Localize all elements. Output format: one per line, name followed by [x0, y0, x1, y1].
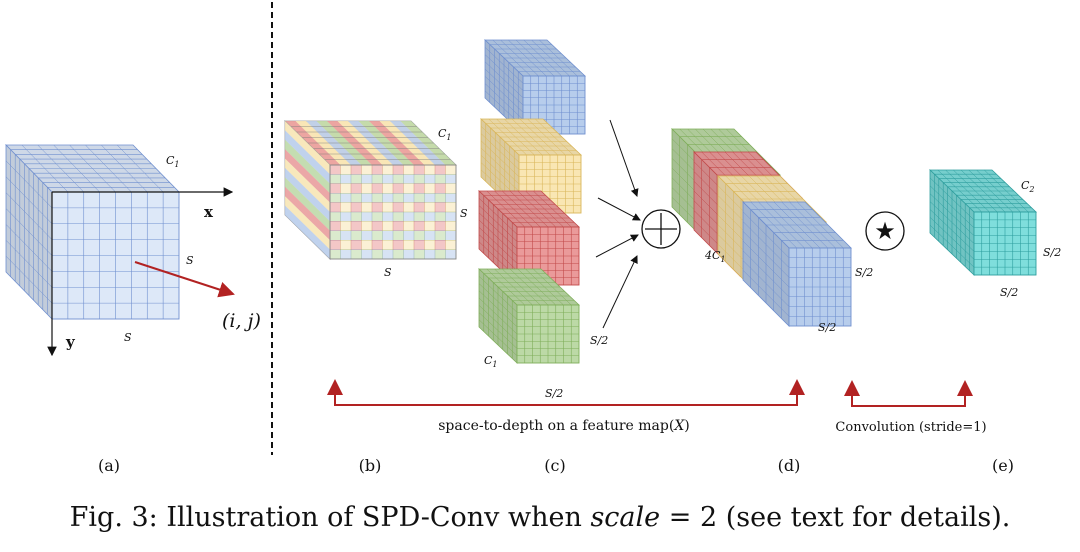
sub-feature-map-blue — [483, 39, 587, 135]
conv-operator-star: ★ — [874, 217, 896, 245]
figure-caption: Fig. 3: Illustration of SPD-Conv when sc… — [69, 502, 1011, 533]
panel-a-channel-label: C1 — [166, 154, 180, 169]
panel-b-height-label: S — [460, 207, 468, 220]
pixel-position-arrow — [134, 261, 235, 298]
x-axis-label: x — [204, 203, 214, 221]
striped-feature-map-cube — [284, 120, 457, 260]
panel-label-d: (d) — [778, 456, 801, 475]
panel-a-height-label: S — [186, 254, 194, 267]
panel-b-width-label: S — [384, 266, 392, 279]
y-axis-label: y — [65, 333, 76, 351]
panel-b-channel-label: C1 — [438, 127, 452, 142]
panel-c-channel-label: C1 — [484, 354, 498, 369]
panel-d-depth-label: 4C1 — [704, 249, 726, 264]
panel-label-a: (a) — [98, 456, 120, 475]
concat-arrow-1 — [609, 119, 639, 197]
convolution-annotation: Convolution (stride=1) — [835, 420, 986, 435]
space-to-depth-annotation: space-to-depth on a feature map(X) — [438, 418, 690, 434]
input-feature-map-cube — [5, 144, 180, 320]
panel-d-width-label: S/2 — [818, 321, 836, 334]
panel-label-c: (c) — [544, 456, 565, 475]
panel-label-e: (e) — [992, 456, 1014, 475]
concat-arrow-3 — [595, 234, 639, 258]
convolution-bracket — [851, 386, 966, 407]
concat-arrow-4 — [602, 255, 638, 329]
panel-e-channel-label: C2 — [1021, 179, 1035, 194]
conv-operator-circle — [865, 211, 905, 251]
pixel-index-label: (i, j) — [222, 310, 261, 332]
panel-c-height-label: S/2 — [590, 334, 608, 347]
concat-arrow-2 — [597, 197, 641, 221]
panel-c-width-label: S/2 — [545, 387, 563, 400]
panel-e-height-label: S/2 — [1043, 246, 1061, 259]
panel-a-width-label: S — [124, 331, 132, 344]
space-to-depth-bracket — [334, 385, 798, 406]
panel-e-width-label: S/2 — [1000, 286, 1018, 299]
panel-d-height-label: S/2 — [855, 266, 873, 279]
panel-label-b: (b) — [359, 456, 382, 475]
concat-layer-blue — [742, 201, 852, 327]
output-feature-map-cube — [929, 169, 1037, 276]
sub-feature-map-green — [477, 268, 581, 364]
